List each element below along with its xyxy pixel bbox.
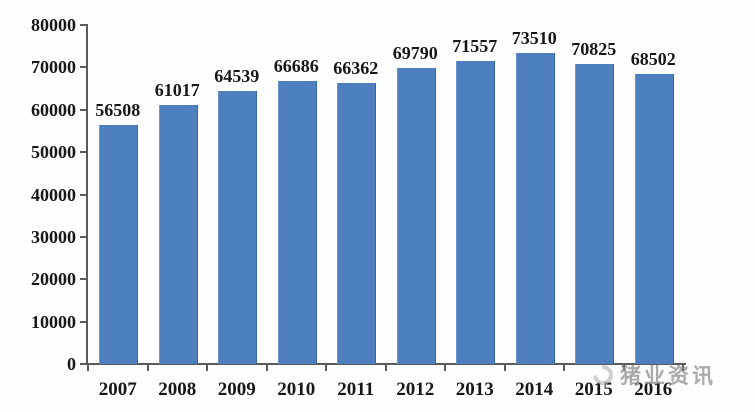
x-tick xyxy=(87,365,89,371)
bar xyxy=(515,52,555,364)
x-axis-label: 2010 xyxy=(277,379,316,400)
y-axis-label: 0 xyxy=(67,354,76,374)
bar-value-label: 69790 xyxy=(392,43,438,64)
x-tick xyxy=(206,365,208,371)
x-tick xyxy=(622,365,625,371)
y-tick xyxy=(80,151,87,154)
bar-value-label: 68502 xyxy=(630,48,676,69)
y-axis-label: 70000 xyxy=(31,57,76,78)
x-tick xyxy=(384,365,387,371)
bar xyxy=(575,63,615,364)
bar xyxy=(396,68,436,364)
x-tick xyxy=(563,365,565,371)
y-axis-label: 30000 xyxy=(31,226,76,247)
x-axis-label: 2015 xyxy=(574,379,613,400)
y-axis-label: 60000 xyxy=(31,99,76,120)
bar xyxy=(337,82,377,364)
x-tick xyxy=(325,365,327,371)
x-axis-label: 2009 xyxy=(217,379,256,400)
watermark: 猪业资讯 xyxy=(588,360,716,390)
watermark-text: 猪业资讯 xyxy=(620,365,716,388)
swirl-logo-icon xyxy=(588,360,618,390)
bar-value-label: 73510 xyxy=(511,27,557,48)
y-axis-line xyxy=(86,24,88,365)
y-tick xyxy=(80,278,87,281)
x-axis-label: 2007 xyxy=(98,379,137,400)
y-axis-label: 20000 xyxy=(31,269,76,290)
x-tick xyxy=(265,365,268,371)
bar xyxy=(218,90,258,364)
bar xyxy=(277,81,317,364)
x-axis-line xyxy=(86,363,686,365)
y-tick xyxy=(80,235,87,238)
y-tick xyxy=(80,363,87,365)
x-axis-label: 2014 xyxy=(515,379,554,400)
y-axis-label: 50000 xyxy=(31,142,76,163)
y-tick xyxy=(80,24,87,26)
x-tick xyxy=(444,365,446,371)
bar xyxy=(456,60,496,364)
bar-value-label: 61017 xyxy=(154,80,200,101)
y-axis-label: 40000 xyxy=(31,184,76,205)
y-axis-label: 10000 xyxy=(31,311,76,332)
x-tick xyxy=(682,365,684,371)
x-axis-label: 2008 xyxy=(158,379,197,400)
bar xyxy=(634,73,674,364)
x-tick xyxy=(146,365,149,371)
bar-value-label: 66362 xyxy=(333,57,379,78)
x-axis-label: 2013 xyxy=(455,379,494,400)
bar-value-label: 66686 xyxy=(273,56,319,77)
bar-value-label: 71557 xyxy=(452,35,498,56)
bar-value-label: 70825 xyxy=(571,38,617,59)
y-tick xyxy=(80,193,87,196)
bar-value-label: 64539 xyxy=(214,65,260,86)
x-tick xyxy=(503,365,506,371)
x-axis-label: 2016 xyxy=(634,379,673,400)
x-axis-label: 2012 xyxy=(396,379,435,400)
x-axis-label: 2011 xyxy=(337,379,375,400)
y-tick xyxy=(80,108,87,111)
y-axis-label: 80000 xyxy=(31,15,76,35)
bar xyxy=(99,124,139,364)
bar xyxy=(158,105,198,364)
bar-value-label: 56508 xyxy=(95,99,141,120)
y-tick xyxy=(80,320,87,323)
y-tick xyxy=(80,66,87,69)
